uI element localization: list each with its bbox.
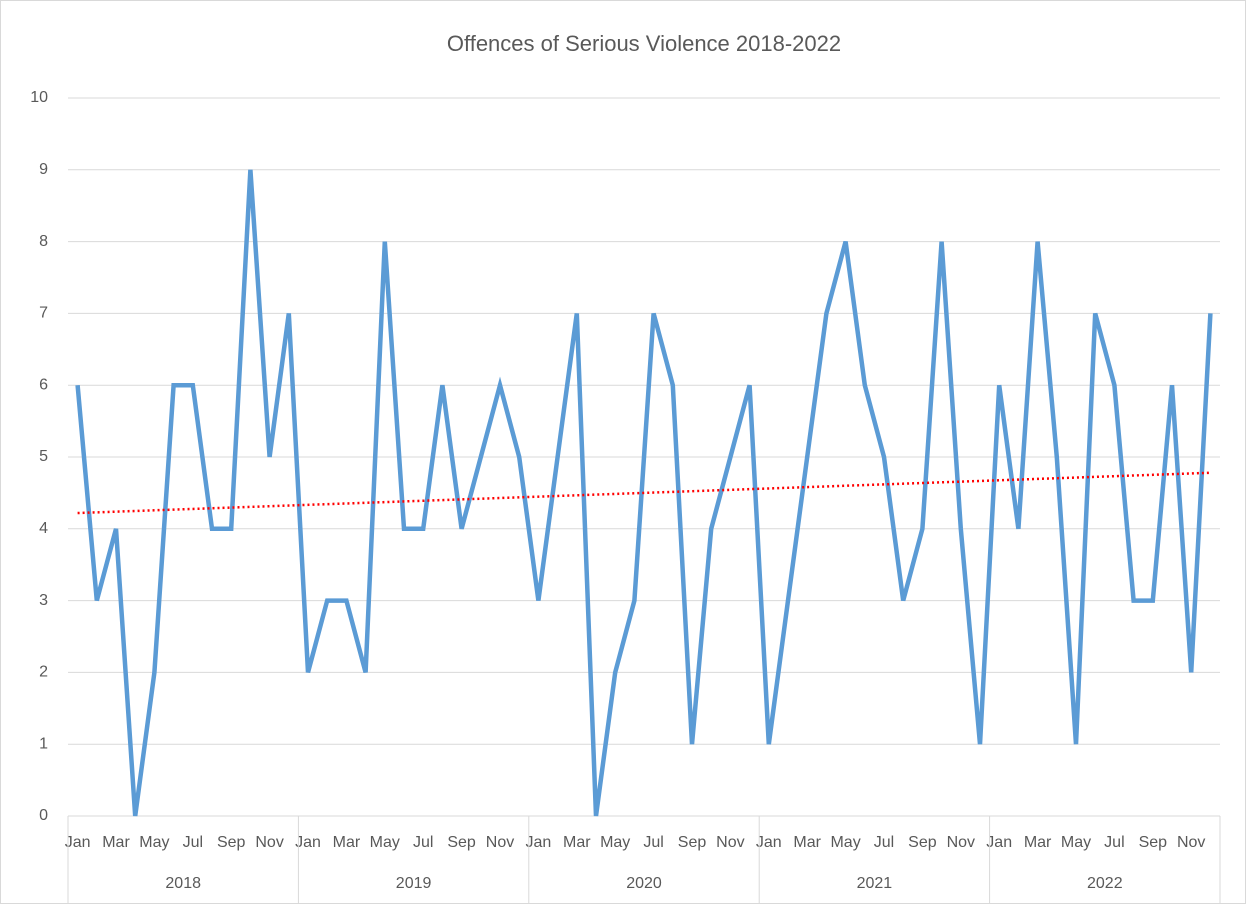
y-tick-label: 6 — [39, 376, 48, 393]
x-tick-label: Sep — [447, 834, 476, 851]
y-tick-label: 10 — [30, 89, 48, 106]
group-label: 2020 — [626, 875, 662, 892]
group-label: 2019 — [396, 875, 432, 892]
x-tick-label: Jan — [295, 834, 321, 851]
x-tick-label: Mar — [333, 834, 361, 851]
x-tick-label: Mar — [102, 834, 130, 851]
y-tick-label: 7 — [39, 305, 48, 322]
x-tick-label: Mar — [793, 834, 821, 851]
x-tick-label: Sep — [678, 834, 707, 851]
group-label: 2021 — [857, 875, 893, 892]
x-tick-label: May — [370, 834, 400, 851]
y-tick-label: 0 — [39, 807, 48, 824]
x-tick-label: May — [1061, 834, 1091, 851]
x-tick-label: Jan — [526, 834, 552, 851]
y-tick-label: 2 — [39, 664, 48, 681]
x-tick-label: Mar — [563, 834, 591, 851]
x-tick-label: Jan — [65, 834, 91, 851]
x-tick-label: Nov — [486, 834, 514, 851]
x-tick-label: Mar — [1024, 834, 1052, 851]
y-tick-label: 5 — [39, 448, 48, 465]
y-tick-label: 9 — [39, 161, 48, 178]
x-tick-label: Jan — [756, 834, 782, 851]
group-label: 2018 — [165, 875, 201, 892]
x-tick-label: Nov — [716, 834, 744, 851]
x-tick-label: May — [830, 834, 860, 851]
x-tick-label: Sep — [1139, 834, 1168, 851]
y-tick-label: 1 — [39, 735, 48, 752]
x-tick-label: Jul — [874, 834, 894, 851]
y-tick-label: 8 — [39, 233, 48, 250]
x-tick-label: Sep — [217, 834, 246, 851]
group-label: 2022 — [1087, 875, 1123, 892]
data-line — [75, 169, 1213, 817]
x-tick-label: Nov — [947, 834, 975, 851]
x-tick-label: May — [600, 834, 630, 851]
chart-title: Offences of Serious Violence 2018-2022 — [447, 31, 841, 56]
x-tick-label: Jul — [183, 834, 203, 851]
x-tick-label: Jul — [413, 834, 433, 851]
x-tick-label: Sep — [908, 834, 937, 851]
x-tick-label: Jul — [1104, 834, 1124, 851]
x-tick-label: Nov — [1177, 834, 1205, 851]
x-tick-label: Jul — [643, 834, 663, 851]
y-tick-label: 4 — [39, 520, 48, 537]
x-tick-label: Nov — [255, 834, 283, 851]
x-tick-label: Jan — [986, 834, 1012, 851]
y-tick-label: 3 — [39, 592, 48, 609]
x-tick-label: May — [139, 834, 169, 851]
trendline — [77, 471, 1211, 515]
